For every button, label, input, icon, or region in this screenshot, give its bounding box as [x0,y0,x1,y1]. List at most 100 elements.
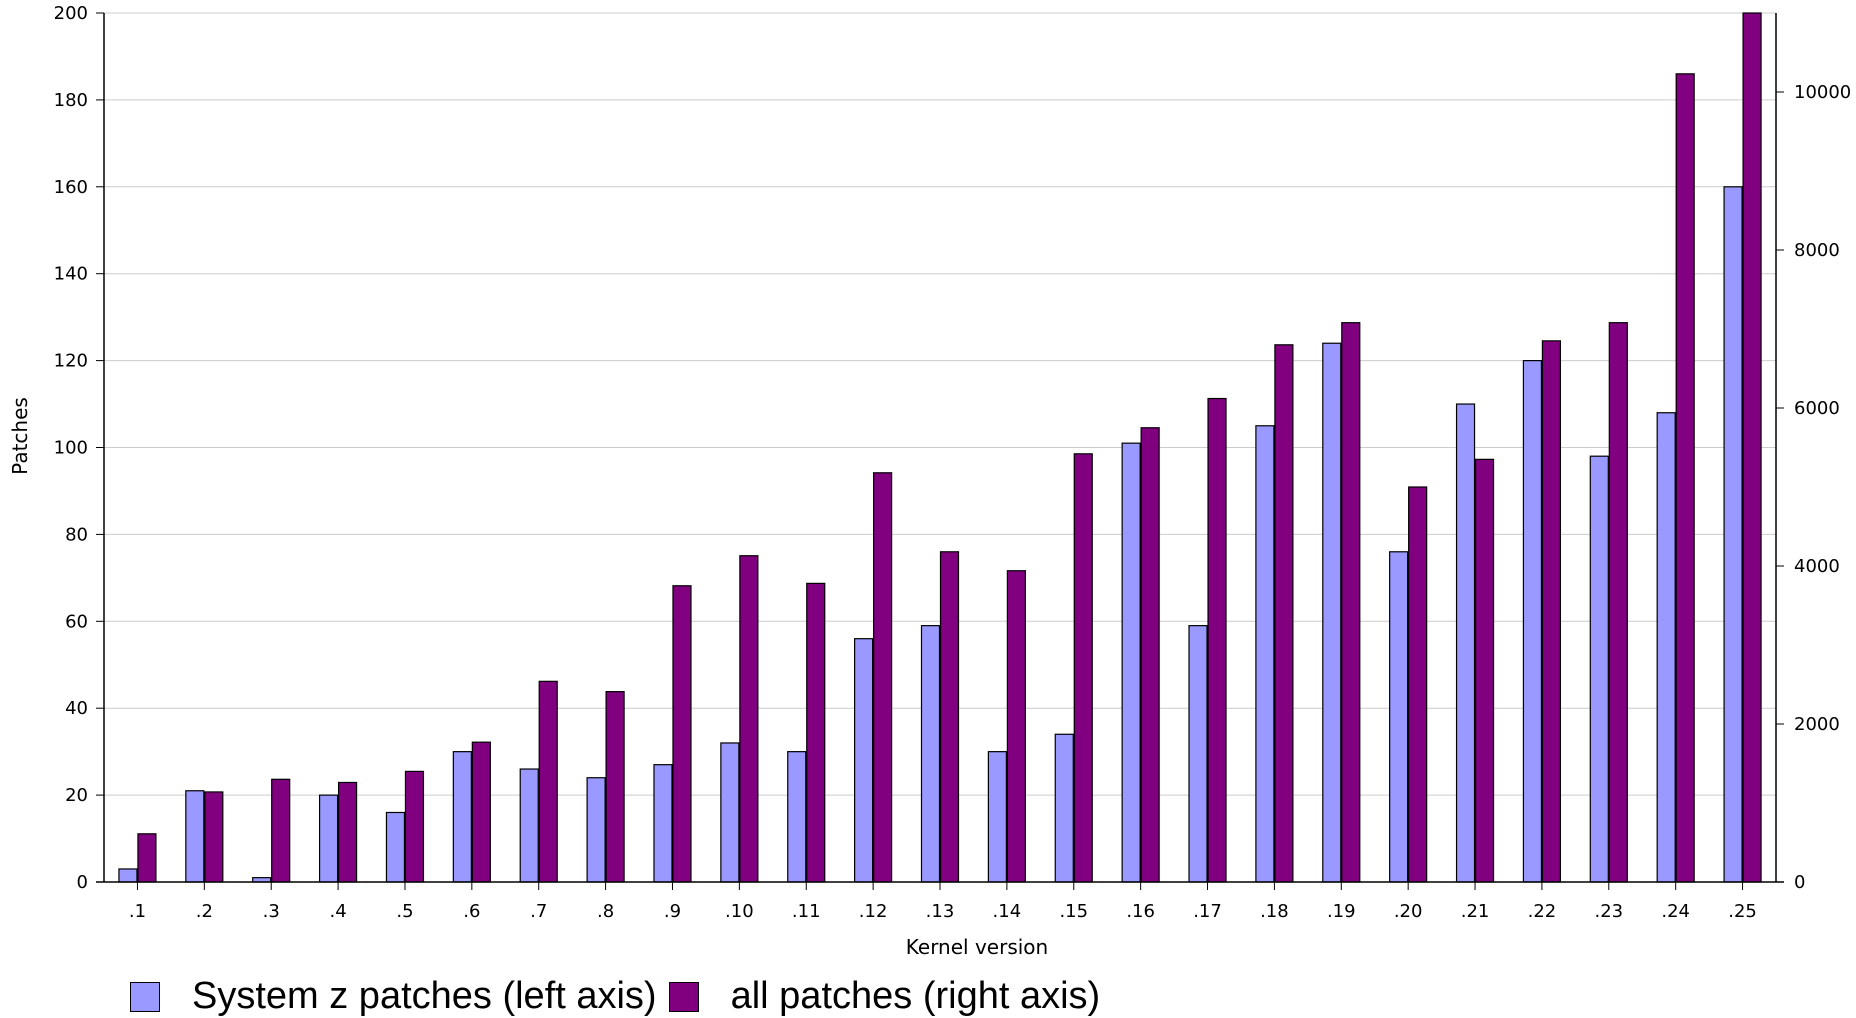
x-tick-label: .9 [664,901,681,922]
bar-system-z [1390,552,1408,882]
x-axis-ticks: .1 .2 .3 .4 .5 .6 .7 .8 .9 .10 .11 .12 .13 .14 .15 .16.… [129,882,1757,922]
bar-all-patches [673,586,691,882]
legend-swatch-system-z [130,982,160,1012]
legend-label-system-z: System z patches (left axis) [192,975,657,1018]
bar-system-z [1724,187,1742,882]
x-tick-label: .16 [1126,901,1155,922]
bar-system-z [1189,626,1207,882]
legend-item-system-z: System z patches (left axis) [130,975,657,1018]
left-tick-label: 80 [65,524,88,545]
bar-system-z [1323,343,1341,882]
bar-all-patches [272,779,290,882]
right-tick-label: 2000 [1794,714,1840,735]
bar-all-patches [1409,487,1427,882]
right-tick-label: 10000 [1794,82,1851,103]
bar-all-patches [1007,571,1025,882]
x-axis-title: Kernel version [906,935,1048,959]
x-tick-label: .4 [329,901,346,922]
bar-system-z [520,769,538,882]
bar-all-patches [138,834,156,882]
x-tick-label: .3 [263,901,280,922]
legend-label-all-patches: all patches (right axis) [731,975,1101,1018]
bar-system-z [453,752,471,882]
left-tick-label: 120 [54,351,88,372]
right-tick-label: 6000 [1794,398,1840,419]
right-tick-label: 0 [1794,872,1805,893]
bar-system-z [788,752,806,882]
bar-all-patches [339,782,357,882]
x-tick-label: .12 [859,901,888,922]
bar-all-patches [539,681,557,882]
left-tick-label: 180 [54,90,88,111]
x-tick-label: .22 [1528,901,1557,922]
bar-system-z [320,795,338,882]
x-tick-label: .5 [396,901,413,922]
bar-all-patches [1275,345,1293,882]
x-tick-label: .18 [1260,901,1289,922]
bar-all-patches [405,771,423,882]
x-tick-label: .17 [1193,901,1222,922]
bar-system-z [1122,443,1140,882]
x-tick-label: .2 [196,901,213,922]
legend-swatch-all-patches [669,982,699,1012]
bar-system-z [654,765,672,882]
x-tick-label: .20 [1394,901,1423,922]
bar-all-patches [1609,323,1627,882]
right-tick-label: 4000 [1794,556,1840,577]
x-tick-label: .14 [993,901,1022,922]
bar-system-z [587,778,605,882]
bar-system-z [386,812,404,882]
left-axis-ticks: 0 20 40 60 80 100 120 140 160 180 200 [54,3,104,893]
bar-system-z [721,743,739,882]
bar-all-patches [472,742,490,882]
x-tick-label: .13 [926,901,955,922]
bar-all-patches [941,552,959,882]
bar-system-z [922,626,940,882]
bar-all-patches [1074,454,1092,882]
legend-item-all-patches: all patches (right axis) [669,975,1101,1018]
x-tick-label: .21 [1461,901,1490,922]
left-tick-label: 100 [54,438,88,459]
y-axis-title: Patches [8,397,32,475]
x-tick-label: .19 [1327,901,1356,922]
bar-all-patches [1208,399,1226,882]
x-tick-label: .6 [463,901,480,922]
bar-system-z [1457,404,1475,882]
x-tick-label: .1 [129,901,146,922]
right-tick-label: 8000 [1794,240,1840,261]
left-tick-label: 0 [77,872,88,893]
bar-all-patches [606,692,624,882]
x-tick-label: .7 [530,901,547,922]
left-tick-label: 60 [65,611,88,632]
bar-system-z [1590,456,1608,882]
x-tick-label: .15 [1059,901,1088,922]
bar-system-z [855,639,873,882]
bar-system-z [186,791,204,882]
bar-system-z [1657,413,1675,882]
bar-all-patches [1542,341,1560,882]
bar-all-patches [205,792,223,882]
x-tick-label: .10 [725,901,754,922]
bar-system-z [988,752,1006,882]
left-tick-label: 160 [54,177,88,198]
bar-system-z [1523,361,1541,882]
x-tick-label: .8 [597,901,614,922]
x-tick-label: .24 [1661,901,1690,922]
left-tick-label: 200 [54,3,88,24]
bar-all-patches [874,473,892,882]
bar-all-patches [740,556,758,882]
left-tick-label: 40 [65,698,88,719]
x-tick-label: .23 [1594,901,1623,922]
bar-system-z [1256,426,1274,882]
left-tick-label: 20 [65,785,88,806]
bar-all-patches [1476,459,1494,882]
bar-all-patches [807,583,825,882]
bar-all-patches [1743,13,1761,882]
right-axis-ticks: 0 2000 4000 6000 8000 10000 [1776,82,1851,893]
bar-all-patches [1141,428,1159,882]
bar-all-patches [1342,323,1360,882]
left-tick-label: 140 [54,264,88,285]
x-tick-label: .25 [1728,901,1757,922]
legend: System z patches (left axis) all patches… [130,975,1112,1018]
